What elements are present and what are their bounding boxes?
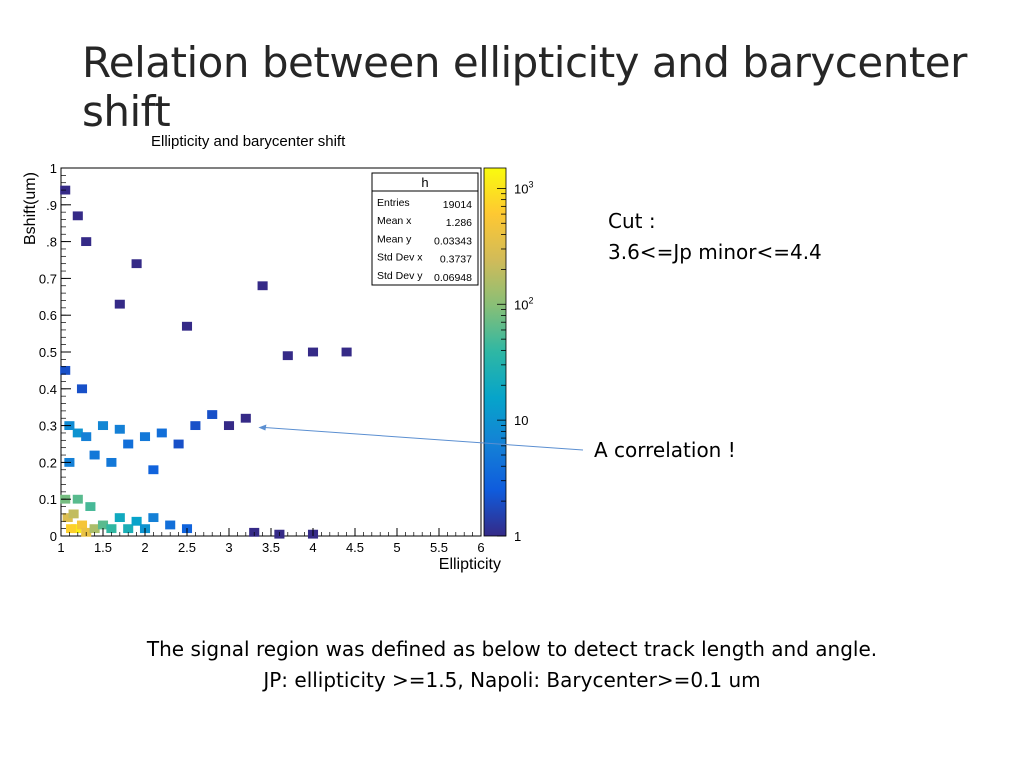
stats-value: 1.286 [446, 217, 472, 229]
heatmap-bin [66, 524, 77, 534]
y-axis-label: Bshift(um) [22, 172, 39, 245]
heatmap-bin [89, 524, 100, 534]
stats-value: 0.03343 [434, 235, 472, 247]
heatmap-bin [148, 513, 159, 523]
heatmap-bin [240, 413, 251, 423]
heatmap-bin [257, 281, 268, 291]
correlation-annotation: A correlation ! [594, 438, 736, 462]
stats-label: Entries [377, 197, 410, 209]
heatmap-bin [76, 520, 88, 530]
x-tick-label: 5.5 [430, 540, 448, 555]
heatmap-bin [81, 432, 92, 442]
cut-label: Cut : [608, 209, 656, 233]
x-tick-label: 3 [225, 540, 232, 555]
y-tick-label: 0.5 [39, 345, 57, 360]
x-tick-label: 1 [57, 540, 64, 555]
y-tick-label: 0.7 [39, 271, 57, 286]
footer-line-1: The signal region was defined as below t… [146, 637, 878, 661]
x-axis-label: Ellipticity [439, 556, 501, 573]
heatmap-bin [72, 428, 83, 438]
heatmap-bin [85, 502, 96, 511]
stats-box [371, 172, 479, 286]
heatmap-bin [207, 410, 218, 419]
heatmap-bin [68, 509, 79, 519]
stats-label: Mean y [377, 233, 412, 245]
stats-name: h [421, 175, 428, 190]
color-bar-label: 103 [514, 179, 533, 196]
y-tick-label: 0.4 [39, 382, 57, 397]
heatmap-bin [131, 516, 142, 526]
heatmap-bin [123, 524, 134, 534]
slide-title: Relation between ellipticity and barycen… [82, 38, 967, 136]
heatmap-bin [76, 384, 88, 394]
heatmap-bin [72, 211, 83, 221]
color-bar-label: 1 [514, 529, 521, 544]
heatmap-bin [114, 424, 125, 434]
color-bar-label: 102 [514, 295, 533, 312]
heatmap-bin [165, 520, 176, 530]
y-tick-label: 0.1 [39, 492, 57, 507]
heatmap-bin [97, 421, 109, 431]
heatmap-bin [190, 421, 201, 431]
x-tick-label: 4.5 [346, 540, 364, 555]
heatmap-bin [131, 259, 142, 269]
plot-title: Ellipticity and barycenter shift [151, 133, 346, 150]
heatmap-bin [114, 513, 125, 523]
annotation-arrow-line [264, 426, 584, 451]
heatmap-bin [72, 494, 83, 504]
heatmap-bin [114, 299, 125, 309]
cut-value: 3.6<=Jp minor<=4.4 [608, 240, 822, 264]
stats-label: Std Dev x [377, 252, 423, 264]
heatmap-bin [106, 524, 117, 534]
heatmap-bin [81, 237, 92, 247]
cut-note: Cut : 3.6<=Jp minor<=4.4 [608, 206, 822, 268]
heatmap-bin [106, 457, 117, 467]
stats-label: Std Dev y [377, 270, 423, 282]
y-tick-label: 0.6 [39, 308, 57, 323]
y-tick-label: 0.2 [39, 455, 57, 470]
heatmap-bin [148, 465, 159, 475]
color-bar-label: 10 [514, 413, 528, 428]
stats-value: 0.3737 [440, 254, 472, 266]
heatmap-bin [123, 439, 134, 449]
stats-value: 0.06948 [434, 272, 472, 284]
stats-value: 19014 [443, 199, 472, 211]
x-tick-label: 2 [141, 540, 148, 555]
heatmap-bin [97, 520, 109, 530]
heatmap-bin [223, 421, 235, 431]
heatmap-bin [139, 432, 151, 442]
x-tick-label: 3.5 [262, 540, 280, 555]
x-tick-label: 6 [477, 540, 484, 555]
footer-line-2: JP: ellipticity >=1.5, Napoli: Barycente… [263, 668, 761, 692]
x-tick-label: 2.5 [178, 540, 196, 555]
x-tick-label: 5 [393, 540, 400, 555]
y-tick-label: 0 [50, 529, 57, 544]
x-tick-label: 4 [309, 540, 316, 555]
heatmap-bin [181, 321, 193, 331]
x-tick-label: 1.5 [94, 540, 112, 555]
stats-label: Mean x [377, 215, 412, 227]
heatmap-bin [173, 439, 184, 449]
heatmap-bin [60, 365, 71, 375]
y-tick-label: .9 [46, 198, 57, 213]
heatmap-bin [89, 450, 100, 460]
heatmap-bin [341, 347, 352, 357]
heatmap-bin [62, 513, 73, 523]
y-tick-label: 0.3 [39, 419, 57, 434]
y-tick-label: .8 [46, 235, 57, 250]
annotation-arrow-head [258, 424, 267, 431]
heatmap-bin [307, 347, 319, 357]
y-top-label: 1 [50, 161, 57, 176]
heatmap-bin [156, 428, 167, 438]
heatmap-bin [282, 351, 293, 361]
